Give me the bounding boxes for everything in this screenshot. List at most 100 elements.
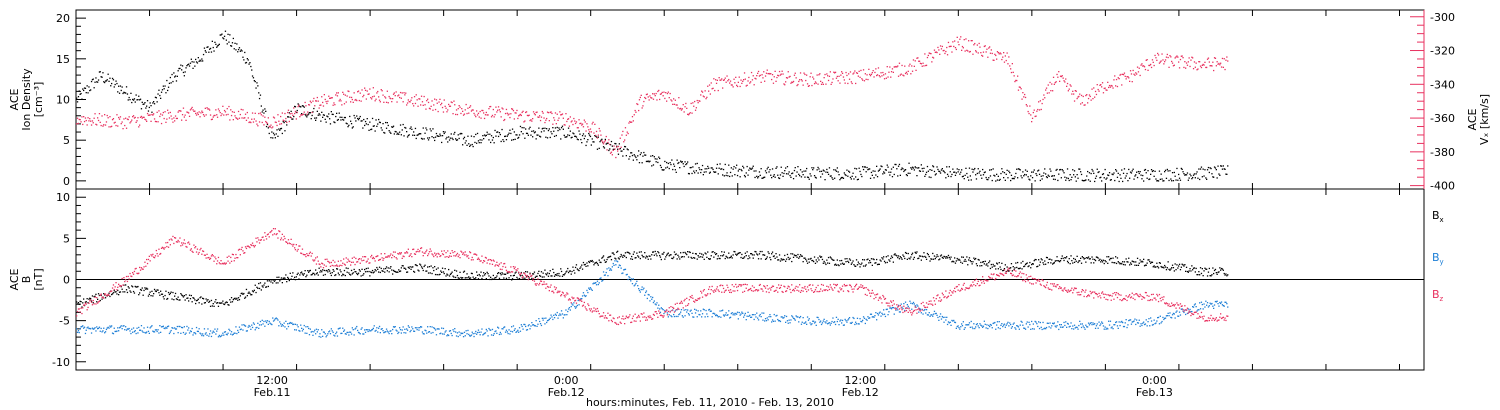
bx-point <box>124 291 126 293</box>
bx-point <box>638 251 641 253</box>
bx-point <box>1196 274 1198 276</box>
bx-point <box>1211 274 1213 276</box>
by-point <box>818 318 820 321</box>
bx-point <box>405 268 407 270</box>
vx-point <box>1185 67 1187 69</box>
ion-density-point <box>1213 166 1216 168</box>
bx-point <box>1010 263 1013 265</box>
bx-point <box>448 275 451 277</box>
ion-density-point <box>886 164 888 166</box>
ion-density-point <box>120 89 122 92</box>
by-point <box>486 330 488 332</box>
by-point <box>352 329 354 331</box>
vx-point <box>1122 74 1125 76</box>
ion-density-point <box>890 171 892 173</box>
ion-density-point <box>875 174 877 176</box>
vx-point <box>692 102 694 104</box>
bx-point <box>164 294 166 297</box>
ion-density-point <box>846 169 848 171</box>
vx-point <box>1091 88 1093 90</box>
ion-density-point <box>1138 172 1140 175</box>
vx-point <box>848 78 851 80</box>
ion-density-point <box>415 137 417 140</box>
bx-point <box>1009 267 1011 269</box>
bx-point <box>1023 265 1025 268</box>
by-point <box>640 288 642 291</box>
bx-point <box>273 280 276 282</box>
by-point <box>296 324 298 326</box>
bx-point <box>964 258 966 261</box>
by-point <box>660 307 662 309</box>
bx-point <box>342 273 344 275</box>
vx-point <box>507 114 509 116</box>
bx-point <box>897 255 900 257</box>
ion-density-point <box>1156 180 1158 182</box>
vx-point <box>680 107 682 110</box>
ion-density-point <box>242 56 244 58</box>
vx-point <box>795 77 797 79</box>
by-point <box>153 331 156 333</box>
vx-point <box>461 108 463 110</box>
bx-point <box>370 271 372 273</box>
by-point <box>695 309 697 311</box>
bx-point <box>116 293 118 295</box>
bx-point <box>374 269 376 271</box>
by-point <box>578 304 580 306</box>
bx-point <box>501 272 503 274</box>
ion-density-point <box>506 135 508 137</box>
by-point <box>461 332 463 335</box>
ion-density-point <box>716 163 718 166</box>
ion-density-point <box>122 92 124 95</box>
by-point <box>386 330 388 332</box>
bx-point <box>788 258 790 261</box>
bx-point <box>774 257 776 259</box>
ion-density-point <box>276 129 278 131</box>
ion-density-point <box>315 117 318 119</box>
ion-density-point <box>329 118 331 120</box>
vx-point <box>280 123 283 125</box>
vx-point <box>358 99 360 102</box>
vx-point <box>1192 57 1194 59</box>
vx-point <box>488 108 490 110</box>
ion-density-point <box>360 120 362 122</box>
ion-density-point <box>814 176 817 178</box>
by-point <box>662 309 664 311</box>
vx-point <box>1123 72 1126 74</box>
ion-density-point <box>345 122 347 124</box>
by-point <box>149 327 151 329</box>
ion-density-point <box>1215 169 1217 171</box>
vx-point <box>465 103 467 106</box>
bx-point <box>853 264 855 266</box>
by-point <box>347 331 349 334</box>
vx-point <box>656 99 658 101</box>
vx-point <box>917 57 919 59</box>
by-point <box>184 333 186 335</box>
by-point <box>612 262 614 265</box>
ion-density-point <box>187 64 189 66</box>
vx-point <box>771 74 774 76</box>
by-point <box>351 327 353 329</box>
bx-point <box>702 254 704 256</box>
vx-point <box>85 119 87 122</box>
vx-point <box>746 84 748 86</box>
ion-density-point <box>523 127 525 129</box>
vx-point <box>779 74 782 76</box>
bx-point <box>534 276 536 279</box>
vx-point <box>404 94 406 96</box>
bx-point <box>703 258 705 260</box>
vx-point <box>1038 109 1041 111</box>
by-point <box>799 317 801 319</box>
bx-point <box>965 260 967 262</box>
by-point <box>477 329 480 331</box>
bx-point <box>865 264 867 266</box>
bx-point <box>334 274 336 277</box>
ion-density-point <box>955 172 957 174</box>
bx-point <box>542 272 544 274</box>
ion-density-point <box>1221 168 1224 170</box>
by-point <box>254 329 256 331</box>
ion-density-point <box>444 131 446 133</box>
ion-density-point <box>307 114 309 116</box>
vx-point <box>399 96 401 99</box>
ion-density-point <box>826 168 828 171</box>
by-point <box>787 322 789 324</box>
